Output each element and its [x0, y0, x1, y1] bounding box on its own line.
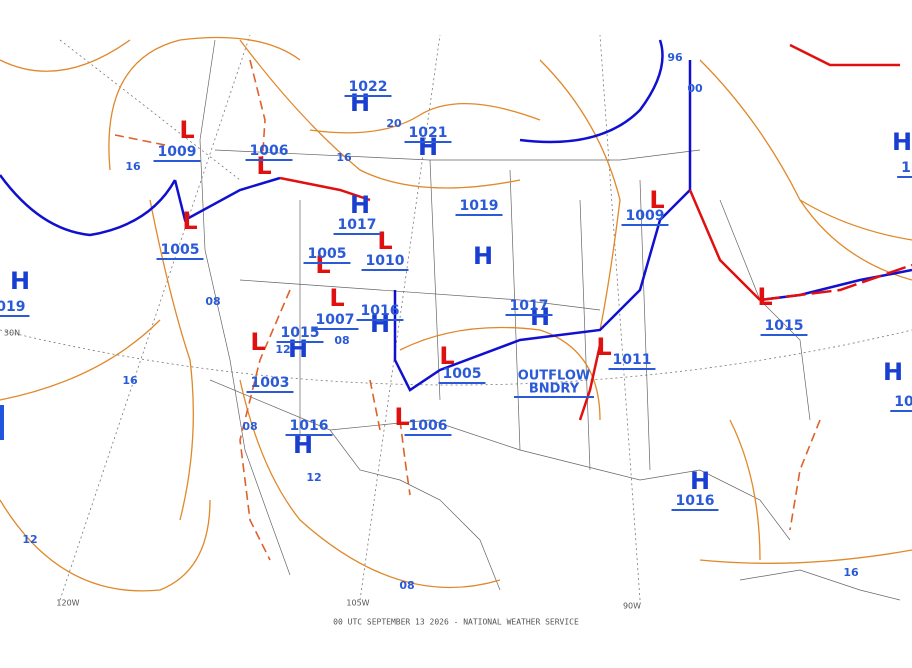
pressure-label: 1005 — [443, 366, 482, 382]
isobar-label: 08 — [399, 579, 414, 592]
isobar-label: 16 — [125, 160, 141, 173]
pressure-center-symbol: H — [690, 467, 710, 495]
pressure-center-symbol: L — [315, 251, 330, 279]
pressure-center-symbol: H — [883, 358, 903, 386]
isobar-label: 00 — [687, 82, 703, 95]
troughs — [114, 59, 821, 561]
pressure-center-symbol: L — [649, 186, 664, 214]
grid-lines — [0, 34, 912, 601]
pressure-center-symbol: L — [329, 284, 344, 312]
isobar-label: 08 — [205, 295, 220, 308]
pressure-label: 1006 — [409, 418, 448, 434]
pressure-label: 1009 — [158, 144, 197, 160]
pressure-label: 1009 — [626, 208, 665, 224]
pressure-center-symbol: L — [182, 207, 197, 235]
pressure-label: 1016 — [676, 493, 715, 509]
pressure-center-symbol: H — [418, 133, 438, 161]
grid-label: 120W — [56, 599, 79, 608]
edge-marker — [0, 405, 4, 440]
pressure-label: 1 — [901, 160, 911, 176]
pressure-label: 1007 — [316, 312, 355, 328]
isobar-label: 08 — [242, 420, 257, 433]
isobar-label: 12 — [22, 533, 37, 546]
pressure-label: 1021 — [409, 125, 448, 141]
pressure-label: 1010 — [366, 253, 405, 269]
pressure-label: 10 — [894, 394, 912, 410]
grid-label: 105W — [346, 599, 369, 608]
pressure-label: 1015 — [281, 325, 320, 341]
pressure-label: 1011 — [613, 352, 652, 368]
pressure-center-symbol: L — [250, 328, 265, 356]
boundaries — [199, 39, 901, 601]
pressure-center-symbol: L — [179, 116, 194, 144]
pressure-center-symbol: L — [439, 342, 454, 370]
pressure-center-symbol: H — [473, 242, 493, 270]
pressure-label: 1016 — [361, 303, 400, 319]
pressure-label: 1006 — [250, 143, 289, 159]
pressure-label: 1019 — [460, 198, 499, 214]
pressure-label: 1016 — [290, 418, 329, 434]
pressure-label: 1019 — [0, 299, 25, 315]
isobar-label: 12 — [275, 343, 290, 356]
footer: 00 UTC SEPTEMBER 13 2026 - NATIONAL WEAT… — [333, 618, 579, 627]
pressure-center-symbol: L — [596, 333, 611, 361]
pressure-center-symbol: L — [377, 227, 392, 255]
annotation: BNDRY — [529, 382, 580, 397]
isobar-label: 08 — [334, 334, 349, 347]
pressure-center-symbol: L — [394, 403, 409, 431]
pressure-label: 1017 — [338, 217, 377, 233]
pressure-label: 1022 — [349, 79, 388, 95]
pressure-center-symbol: L — [757, 283, 772, 311]
isobar-label: 16 — [122, 374, 138, 387]
grid-label: 30N — [4, 329, 20, 338]
annotation: OUTFLOW — [518, 369, 591, 384]
pressure-center-symbol: H — [350, 191, 370, 219]
pressure-center-symbol: H — [892, 128, 912, 156]
fronts — [0, 39, 912, 421]
isobar-label: 16 — [843, 566, 859, 579]
pressure-label: 1005 — [161, 242, 200, 258]
pressure-center-symbol: H — [293, 431, 313, 459]
pressure-center-symbol: H — [370, 310, 390, 338]
isobar-label: 96 — [667, 51, 683, 64]
pressure-label: 1003 — [251, 375, 290, 391]
pressure-label: 1017 — [510, 298, 549, 314]
isobar-label: 12 — [306, 471, 321, 484]
grid-label: 90W — [623, 602, 641, 611]
pressure-label: 1005 — [308, 246, 347, 262]
isobar-label: 16 — [336, 151, 352, 164]
isobars — [0, 36, 912, 592]
isobar-label: 20 — [386, 117, 402, 130]
pressure-label: 1015 — [765, 318, 804, 334]
pressure-center-symbol: H — [10, 267, 30, 295]
pressure-center-symbol: H — [530, 303, 550, 331]
